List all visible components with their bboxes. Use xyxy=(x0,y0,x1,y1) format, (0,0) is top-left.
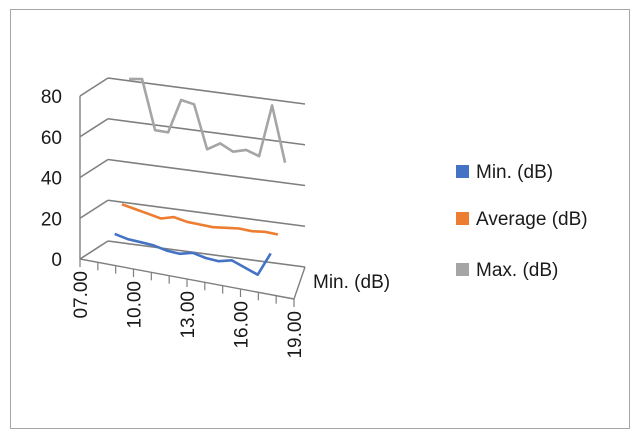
legend-swatch xyxy=(456,165,469,178)
y-axis-tick-labels: 0 20 40 60 80 xyxy=(41,87,62,271)
gridline-side xyxy=(79,118,109,138)
axes xyxy=(79,96,306,307)
gridline xyxy=(107,199,306,228)
gridline-side xyxy=(79,199,109,219)
x-tick-label: 07.00 xyxy=(71,271,92,319)
y-tick-label: 80 xyxy=(41,87,62,108)
x-tick-label: 13.00 xyxy=(178,291,199,339)
y-tick-label: 40 xyxy=(41,169,62,190)
depth-axis-label: Min. (dB) xyxy=(313,272,390,293)
gridlines xyxy=(79,77,306,268)
gridline xyxy=(107,77,306,105)
y-tick-label: 20 xyxy=(41,209,62,230)
gridline-side xyxy=(79,240,109,260)
gridline xyxy=(107,117,306,146)
x-axis-tick-labels: 07.00 10.00 13.00 16.00 19.00 xyxy=(71,271,306,359)
series-line-average-db xyxy=(121,203,279,236)
x-tick-label: 16.00 xyxy=(232,301,253,349)
gridline-side xyxy=(79,77,109,97)
depth-axis xyxy=(293,266,306,300)
x-tick-label: 19.00 xyxy=(285,311,306,359)
legend-label: Min. (dB) xyxy=(476,162,553,183)
legend-label: Average (dB) xyxy=(476,209,588,230)
series-line-max-db xyxy=(129,77,287,163)
y-tick-label: 60 xyxy=(41,128,62,149)
gridline-side xyxy=(79,158,109,179)
series-line-min-db xyxy=(114,232,272,277)
legend-swatch xyxy=(456,263,469,276)
y-tick-label: 0 xyxy=(51,250,62,271)
legend-swatch xyxy=(456,212,469,225)
series-lines xyxy=(114,77,287,277)
legend-label: Max. (dB) xyxy=(476,260,558,281)
legend: Min. (dB) Average (dB) Max. (dB) xyxy=(456,162,588,281)
x-tick-label: 10.00 xyxy=(125,281,146,329)
gridline xyxy=(107,158,306,187)
gridline xyxy=(107,240,306,268)
